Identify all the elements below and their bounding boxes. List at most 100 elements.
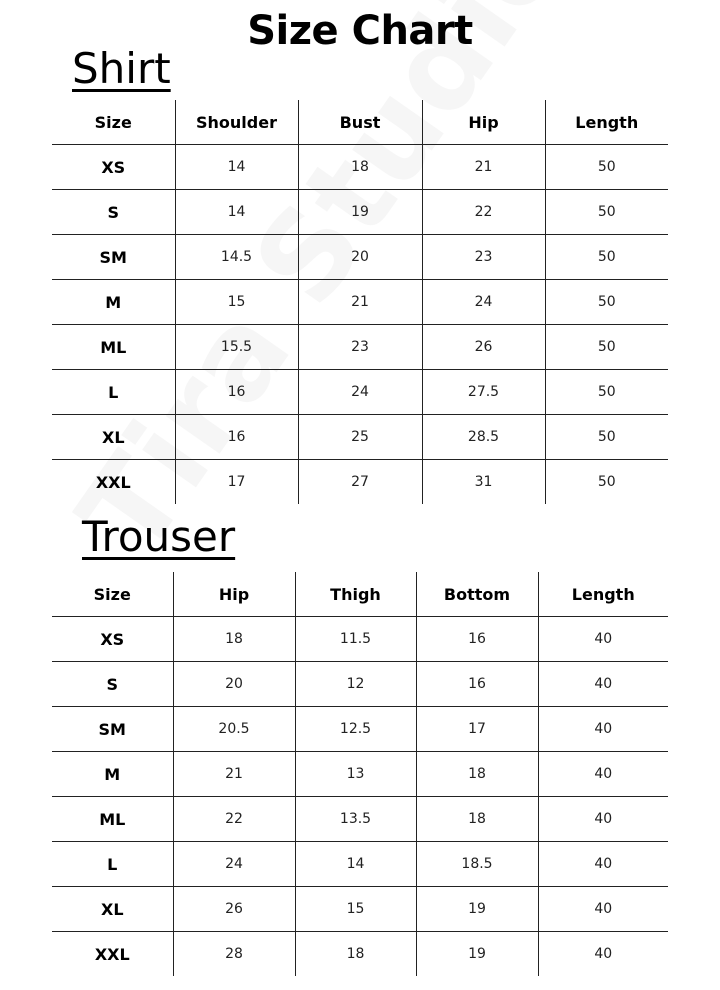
measurement-cell: 14 (174, 144, 298, 190)
measurement-cell: 40 (537, 706, 668, 752)
size-label: XS (52, 616, 173, 662)
table-row: SM 14.5 20 23 50 (52, 234, 668, 280)
size-label: XL (52, 886, 173, 932)
shirt-size-table: Size Shoulder Bust Hip Length XS 14 18 21 50 S 14 19… (52, 100, 668, 504)
measurement-cell: 26 (421, 324, 545, 370)
column-header: Hip (172, 572, 295, 617)
table-row: S 20 12 16 40 (52, 661, 668, 707)
table-row: XXL 17 27 31 50 (52, 459, 668, 504)
table-row: M 21 13 18 40 (52, 751, 668, 797)
measurement-cell: 26 (172, 886, 295, 932)
size-label: XXL (94, 944, 130, 964)
table-row: XS 14 18 21 50 (52, 144, 668, 190)
measurement-cell: 27 (297, 459, 422, 504)
measurement-cell: 19 (415, 886, 538, 932)
column-header: Size (52, 572, 173, 617)
measurement-cell: 24 (421, 279, 545, 325)
measurement-cell: 24 (172, 841, 295, 887)
measurement-cell: 50 (544, 414, 668, 460)
table-row: ML 15.5 23 26 50 (52, 324, 668, 370)
size-label: ML (52, 796, 173, 842)
column-header: Length (537, 572, 668, 617)
size-label: SM (52, 234, 175, 280)
measurement-cell: 20 (297, 234, 422, 280)
column-header: Thigh (294, 572, 416, 617)
size-label: XS (52, 144, 175, 190)
table-row: XXL 28 18 19 40 (52, 931, 668, 976)
measurement-cell: 50 (544, 189, 668, 235)
measurement-cell: 11.5 (294, 616, 416, 662)
shirt-heading: Shirt (72, 44, 171, 93)
column-header: Hip (421, 100, 545, 145)
measurement-cell: 13 (294, 751, 416, 797)
measurement-cell: 31 (421, 459, 545, 504)
size-label: ML (52, 324, 175, 370)
measurement-cell: 21 (421, 144, 545, 190)
measurement-cell: 22 (172, 796, 295, 842)
column-header: Bust (297, 100, 422, 145)
table-row: M 15 21 24 50 (52, 279, 668, 325)
measurement-cell: 21 (172, 751, 295, 797)
measurement-cell: 28 (172, 931, 295, 976)
header-row: Size Hip Thigh Bottom Length (52, 572, 668, 617)
measurement-cell: 40 (537, 661, 668, 707)
measurement-cell: 28.5 (421, 414, 545, 460)
measurement-cell: 18 (294, 931, 416, 976)
table-row: ML 22 13.5 18 40 (52, 796, 668, 842)
measurement-cell: 24 (297, 369, 422, 415)
measurement-cell: 12.5 (294, 706, 416, 752)
trouser-heading: Trouser (82, 512, 236, 561)
measurement-cell: 50 (544, 369, 668, 415)
measurement-cell: 50 (544, 144, 668, 190)
measurement-cell: 18 (415, 751, 538, 797)
column-header: Bottom (415, 572, 538, 617)
measurement-cell: 20 (172, 661, 295, 707)
trouser-size-table: Size Hip Thigh Bottom Length XS 18 11.5 16 40 S 20 1… (52, 572, 668, 976)
measurement-cell: 23 (421, 234, 545, 280)
measurement-cell: 14.5 (174, 234, 298, 280)
measurement-cell: 50 (544, 459, 668, 504)
measurement-cell: 22 (421, 189, 545, 235)
measurement-cell: 40 (537, 751, 668, 797)
size-label: M (52, 279, 175, 325)
measurement-cell: 15 (174, 279, 298, 325)
column-header: Size (52, 100, 175, 145)
measurement-cell: 40 (537, 841, 668, 887)
measurement-cell: 16 (415, 616, 538, 662)
measurement-cell: 15.5 (174, 324, 298, 370)
table-row: L 16 24 27.5 50 (52, 369, 668, 415)
size-label: L (52, 369, 175, 415)
column-header: Length (544, 100, 668, 145)
column-header: Shoulder (174, 100, 298, 145)
measurement-cell: 50 (544, 324, 668, 370)
measurement-cell: 19 (297, 189, 422, 235)
measurement-cell: 13.5 (294, 796, 416, 842)
table-row: XS 18 11.5 16 40 (52, 616, 668, 662)
measurement-cell: 16 (174, 369, 298, 415)
measurement-cell: 18 (172, 616, 295, 662)
measurement-cell: 40 (537, 616, 668, 662)
table-row: XL 26 15 19 40 (52, 886, 668, 932)
measurement-cell: 17 (174, 459, 298, 504)
measurement-cell: 23 (297, 324, 422, 370)
page-title: Size Chart (247, 8, 473, 54)
measurement-cell: 18 (297, 144, 422, 190)
table-row: XL 16 25 28.5 50 (52, 414, 668, 460)
size-label: XL (52, 414, 175, 460)
measurement-cell: 18 (415, 796, 538, 842)
measurement-cell: 27.5 (421, 369, 545, 415)
measurement-cell: 19 (415, 931, 538, 976)
table-row: S 14 19 22 50 (52, 189, 668, 235)
measurement-cell: 50 (544, 234, 668, 280)
measurement-cell: 40 (537, 796, 668, 842)
measurement-cell: 12 (294, 661, 416, 707)
size-label: S (52, 661, 173, 707)
measurement-cell: 14 (294, 841, 416, 887)
measurement-cell: 16 (174, 414, 298, 460)
size-label: L (52, 841, 173, 887)
measurement-cell: 50 (544, 279, 668, 325)
measurement-cell: 17 (415, 706, 538, 752)
measurement-cell: 25 (297, 414, 422, 460)
measurement-cell: 40 (537, 886, 668, 932)
size-label: S (52, 189, 175, 235)
